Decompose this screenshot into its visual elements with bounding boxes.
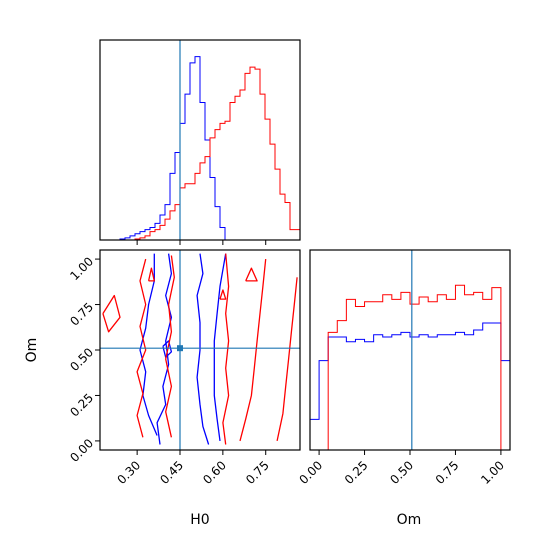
- contour-line-blue: [196, 253, 210, 445]
- x-axis-label-h0: H0: [190, 512, 209, 528]
- truth-point-marker: [177, 345, 183, 352]
- contour-line-red: [147, 267, 155, 282]
- contour-line-blue: [213, 253, 227, 441]
- contour-line-red: [245, 267, 258, 282]
- h0-histogram-red-series: [100, 66, 301, 241]
- om-histogram-blue-series: [309, 322, 511, 450]
- y-axis-label-om: Om: [24, 338, 40, 363]
- contour-line-red: [102, 294, 121, 333]
- contour-line-red: [219, 289, 227, 300]
- contour-line-red: [165, 255, 175, 438]
- contour-lines: [102, 253, 298, 445]
- x-axis-label-om: Om: [397, 512, 422, 528]
- om-histogram-red-series: [310, 284, 510, 451]
- contour-line-red: [239, 259, 267, 442]
- h0-histogram-frame: [99, 39, 301, 241]
- contour-line-blue: [162, 340, 173, 358]
- contour-line-red: [136, 258, 147, 438]
- contour-line-red: [276, 277, 298, 442]
- contour-line-blue: [139, 253, 158, 436]
- h0-histogram-panel: [99, 39, 301, 245]
- contour-line-red: [222, 253, 230, 445]
